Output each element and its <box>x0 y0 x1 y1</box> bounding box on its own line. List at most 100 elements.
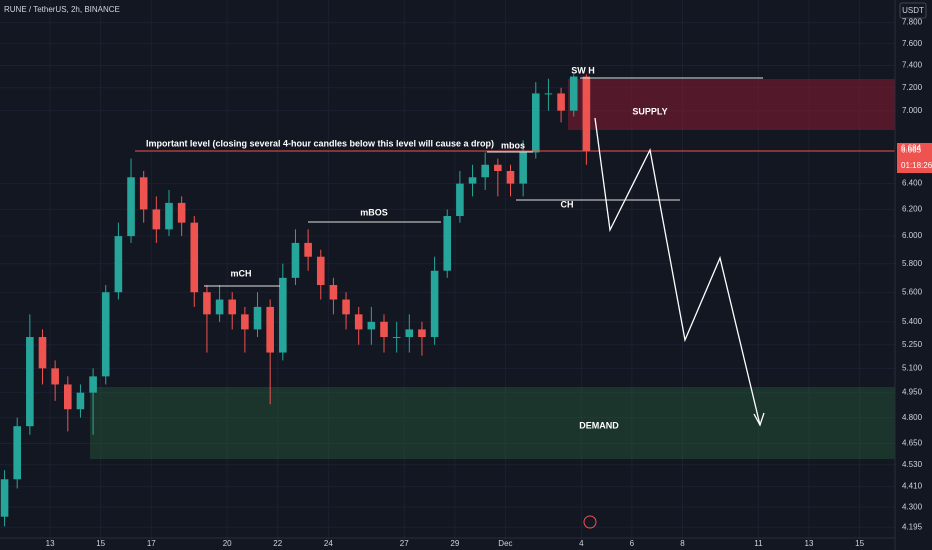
x-tick-label: 4 <box>579 539 584 548</box>
y-tick-label: 4.410 <box>902 482 923 491</box>
candle-body <box>203 292 211 315</box>
price-label: 6.684 <box>901 143 922 152</box>
y-tick-label: 4.195 <box>902 522 923 531</box>
y-tick-label: 5.600 <box>902 287 923 296</box>
candle-body <box>316 256 325 286</box>
y-tick-label: 6.200 <box>902 205 923 214</box>
candle-body <box>152 209 161 230</box>
demand-zone <box>90 387 895 459</box>
candle-body <box>304 242 312 257</box>
candle-body <box>354 314 363 330</box>
chart-title: RUNE / TetherUS, 2h, BINANCE <box>4 5 120 14</box>
grid <box>0 0 895 540</box>
x-tick-label: 15 <box>855 539 864 548</box>
x-tick-label: 13 <box>805 539 814 548</box>
candle-body <box>139 177 148 210</box>
x-tick-label: 27 <box>400 539 409 548</box>
currency-box[interactable] <box>899 2 927 19</box>
y-tick-label: 6.000 <box>902 231 923 240</box>
projection-arrow <box>594 117 761 426</box>
candle-body <box>582 76 591 151</box>
candle-body <box>241 314 249 330</box>
candle-body <box>177 202 186 223</box>
x-tick-label: 11 <box>754 539 763 548</box>
candle-body <box>165 202 173 230</box>
candle-body <box>127 177 135 237</box>
y-tick-label: 7.600 <box>902 39 923 48</box>
candle-body <box>342 299 350 315</box>
candle-body <box>557 93 565 111</box>
candle-body <box>367 321 376 330</box>
candle-body <box>468 177 477 184</box>
countdown: 01:18:26 <box>901 161 932 170</box>
y-tick-label: 4.650 <box>902 439 923 448</box>
arrow-head <box>753 412 765 427</box>
candle-body <box>228 299 237 315</box>
candle-body <box>38 337 47 369</box>
annotation: mCH <box>230 268 251 278</box>
candle-body <box>0 479 9 517</box>
y-tick-label: 4.300 <box>902 502 923 511</box>
x-tick-label: 17 <box>147 539 156 548</box>
candle-body <box>443 216 452 271</box>
x-tick-label: 6 <box>630 539 635 548</box>
price-label: 6.665 <box>901 146 922 155</box>
candle-body <box>64 384 72 410</box>
candle-body <box>430 270 439 338</box>
y-tick-label: 5.800 <box>902 259 923 268</box>
annotation: mbos <box>501 140 525 150</box>
y-tick-label: 5.250 <box>902 340 923 349</box>
candle-body <box>190 222 199 293</box>
candle-body <box>494 164 502 171</box>
y-tick-label: 4.530 <box>902 460 923 469</box>
candle-body <box>279 277 287 353</box>
candle-body <box>101 292 110 377</box>
candle-body <box>392 337 401 339</box>
candle-body <box>13 426 21 480</box>
candle-body <box>291 242 300 278</box>
candle-body <box>215 299 224 315</box>
currency[interactable]: USDT <box>902 6 924 15</box>
candle-body <box>544 93 553 95</box>
x-tick-label: 13 <box>46 539 55 548</box>
candle-body <box>519 152 527 184</box>
y-tick-label: 4.800 <box>902 413 923 422</box>
x-tick-label: 20 <box>223 539 232 548</box>
annotation: Important level (closing several 4-hour … <box>146 138 494 148</box>
annotation: DEMAND <box>579 420 619 430</box>
candle-body <box>89 376 97 393</box>
candles <box>0 74 591 527</box>
candle-body <box>26 337 34 427</box>
annotation: CH <box>561 199 574 209</box>
candle-body <box>266 306 274 353</box>
x-tick-label: 24 <box>324 539 333 548</box>
y-tick-label: 7.400 <box>902 61 923 70</box>
annotation: SW H <box>571 65 595 75</box>
y-tick-label: 4.950 <box>902 388 923 397</box>
candle-body <box>418 329 426 338</box>
y-tick-label: 7.200 <box>902 83 923 92</box>
y-tick-label: 7.800 <box>902 18 923 27</box>
candle-body <box>329 285 338 300</box>
candle-body <box>114 236 123 293</box>
axis: 7.800 7.600 7.400 7.200 7.000 6.400 6.200 6.000… <box>46 18 923 548</box>
candle-body <box>531 93 540 153</box>
event-icon[interactable] <box>583 515 597 529</box>
candle-body <box>456 183 464 217</box>
y-tick-label: 6.400 <box>902 179 923 188</box>
price-box <box>897 147 932 173</box>
y-tick-label: 5.400 <box>902 317 923 326</box>
candle-body <box>569 76 578 111</box>
candle-body <box>405 329 414 338</box>
x-tick-label: 15 <box>96 539 105 548</box>
candle-body <box>51 368 59 385</box>
x-tick-label: Dec <box>498 539 512 548</box>
x-tick-label: 22 <box>273 539 282 548</box>
annotation: SUPPLY <box>632 106 667 116</box>
candle-body <box>253 306 262 330</box>
y-tick-label: 5.100 <box>902 363 923 372</box>
annotation: mBOS <box>360 207 388 217</box>
x-tick-label: 29 <box>450 539 459 548</box>
candle-body <box>481 164 489 178</box>
candle-body <box>76 392 85 410</box>
